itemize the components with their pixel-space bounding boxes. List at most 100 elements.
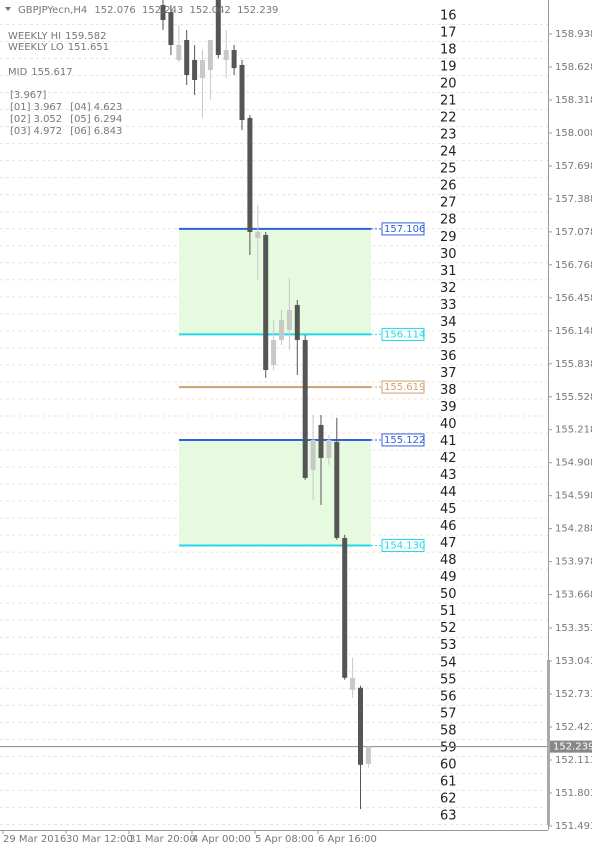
row-number: 33	[440, 298, 457, 313]
level-tag	[381, 327, 425, 341]
range-row: [02] 3.052 [05] 6.294	[10, 114, 122, 125]
y-tick-label: 157.388	[555, 194, 592, 205]
candle-body	[263, 234, 269, 370]
y-tick-label: 154.598	[555, 491, 592, 502]
stat-label: WEEKLY LO	[8, 42, 64, 53]
row-number: 38	[440, 383, 457, 398]
row-number: 46	[440, 519, 457, 534]
level-tag	[381, 222, 425, 236]
stat: WEEKLY LO 151.651	[8, 42, 109, 53]
row-number: 44	[440, 485, 457, 500]
range-value: 3.052	[34, 114, 63, 125]
row-number: 18	[440, 43, 457, 58]
range-value: 3.967	[34, 102, 63, 113]
level-tag	[381, 538, 425, 552]
y-tick-label: 152.113	[555, 755, 592, 766]
level-label: 157.106	[384, 224, 425, 235]
range-row: [01] 3.967 [04] 4.623	[10, 102, 122, 113]
y-tick-label: 153.978	[555, 557, 592, 568]
ohlc-low: 152.042	[190, 5, 231, 16]
y-tick-label: 158.318	[555, 95, 592, 106]
candle-body	[279, 319, 284, 340]
stat: MID 155.617	[8, 67, 73, 78]
candle-body	[302, 339, 308, 478]
x-tick-label: 31 Mar 20:00	[129, 834, 196, 845]
y-tick-label: 153.043	[555, 656, 592, 667]
header: GBPJPYecn,H4 152.076 152.243 152.042 152…	[18, 5, 278, 16]
row-number: 40	[440, 417, 457, 432]
row-number: 29	[440, 230, 457, 245]
zone	[179, 228, 371, 335]
candle-body	[350, 677, 356, 690]
symbol: GBPJPYecn,H4	[18, 5, 87, 16]
row-number: 34	[440, 315, 457, 330]
row-number: 43	[440, 468, 457, 483]
y-tick-label: 151.493	[555, 821, 592, 832]
y-tick-label: 155.218	[555, 425, 592, 436]
row-number: 32	[440, 281, 457, 296]
row-number: 20	[440, 77, 457, 92]
row-number: 39	[440, 400, 457, 415]
y-tick-label: 152.423	[555, 722, 592, 733]
level-label: 155.122	[384, 435, 425, 446]
candle-body	[271, 339, 277, 365]
candle-body	[215, 0, 221, 55]
candle-body	[294, 304, 300, 340]
row-number: 42	[440, 451, 457, 466]
x-tick-label: 4 Apr 00:00	[192, 834, 251, 845]
row-number: 41	[440, 434, 457, 449]
candle-body	[286, 309, 292, 330]
row-number: 36	[440, 349, 457, 364]
row-number: 58	[440, 723, 457, 738]
stat-value: 155.617	[31, 67, 72, 78]
level-tag	[381, 380, 425, 394]
range-value: 6.294	[94, 114, 123, 125]
y-tick-label: 155.838	[555, 359, 592, 370]
ohlc-open: 152.076	[94, 5, 135, 16]
y-tick-label: 157.698	[555, 161, 592, 172]
ohlc-close: 152.239	[237, 5, 278, 16]
level-label: 156.114	[384, 329, 425, 340]
y-tick-label: 158.008	[555, 128, 592, 139]
range-label: [03]	[10, 126, 31, 137]
x-tick-label: 6 Apr 16:00	[318, 834, 377, 845]
scroll-marker	[547, 660, 550, 825]
candle-body	[168, 12, 174, 45]
row-number: 27	[440, 196, 457, 211]
y-tick-label: 153.353	[555, 623, 592, 634]
stat-label: WEEKLY HI	[8, 31, 61, 42]
row-number: 19	[440, 60, 457, 75]
row-number: 57	[440, 706, 457, 721]
candle-body	[231, 49, 237, 69]
row-number: 54	[440, 655, 457, 670]
row-number: 24	[440, 145, 457, 160]
row-number: 31	[440, 264, 457, 279]
candle-body	[334, 441, 340, 538]
row-number: 37	[440, 366, 457, 381]
zone	[179, 439, 371, 546]
range-value: 6.843	[94, 126, 123, 137]
row-number: 63	[440, 808, 457, 823]
header-arrow	[5, 7, 11, 11]
row-number: 26	[440, 179, 457, 194]
row-number: 50	[440, 587, 457, 602]
range-label: [01]	[10, 102, 31, 113]
range-label: [04]	[70, 102, 91, 113]
level-label: 154.130	[384, 540, 425, 551]
stat-label: MID	[8, 67, 28, 78]
candle-body	[358, 687, 363, 765]
stat-value: 159.582	[65, 31, 106, 42]
candle-body	[247, 117, 253, 232]
candle-body	[255, 231, 261, 238]
y-tick-label: 156.458	[555, 293, 592, 304]
y-tick-label: 153.668	[555, 590, 592, 601]
candle-body	[207, 39, 213, 70]
candle-body	[200, 59, 205, 79]
level-tag	[381, 433, 425, 447]
row-number: 35	[440, 332, 457, 347]
candle-body	[184, 39, 190, 75]
row-number: 17	[440, 26, 457, 41]
